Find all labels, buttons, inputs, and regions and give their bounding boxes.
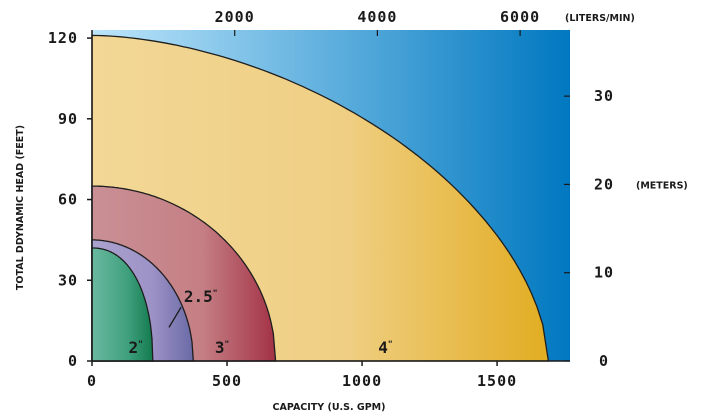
y-tick-label: 0 [68, 352, 78, 370]
region-2-inch [91, 247, 154, 362]
region-label-inch-mark: " [225, 340, 230, 350]
region-label-inch-mark: " [388, 340, 393, 350]
region-label-text: 2 [128, 338, 138, 357]
top-axis-unit: (LITERS/MIN) [565, 13, 635, 24]
x-tick-label: 0 [87, 372, 97, 390]
x-tick-label: 1000 [342, 372, 382, 390]
region-label: 4" [378, 338, 392, 357]
region-label: 2.5" [184, 287, 218, 306]
x-tick-label: 500 [212, 372, 242, 390]
top-tick-label: 6000 [500, 8, 540, 26]
region-label: 2" [128, 338, 142, 357]
y-tick-label: 90 [58, 110, 78, 128]
top-tick-label: 2000 [215, 8, 255, 26]
region-label-inch-mark: " [213, 289, 218, 299]
region-label-text: 3 [215, 338, 225, 357]
region-2-5-leader-line [168, 306, 182, 328]
y-tick-label: 60 [58, 191, 78, 209]
right-tick-label: 10 [594, 264, 614, 282]
y-tick-label: 120 [48, 29, 78, 47]
right-tick-label: 0 [599, 352, 609, 370]
x-tick-label: 1500 [477, 372, 517, 390]
y-tick-label: 30 [58, 271, 78, 289]
region-label-inch-mark: " [138, 340, 143, 350]
x-axis-title: CAPACITY (U.S. GPM) [273, 402, 386, 413]
region-label-text: 4 [378, 338, 388, 357]
region-label: 3" [215, 338, 229, 357]
right-tick-label: 20 [594, 175, 614, 193]
top-tick-label: 4000 [357, 8, 397, 26]
region-label-text: 2.5 [184, 287, 213, 306]
right-axis-unit: (METERS) [636, 180, 688, 191]
y-axis-title: TOTAL DDYNAMIC HEAD (FEET) [15, 125, 26, 290]
right-tick-label: 30 [594, 87, 614, 105]
